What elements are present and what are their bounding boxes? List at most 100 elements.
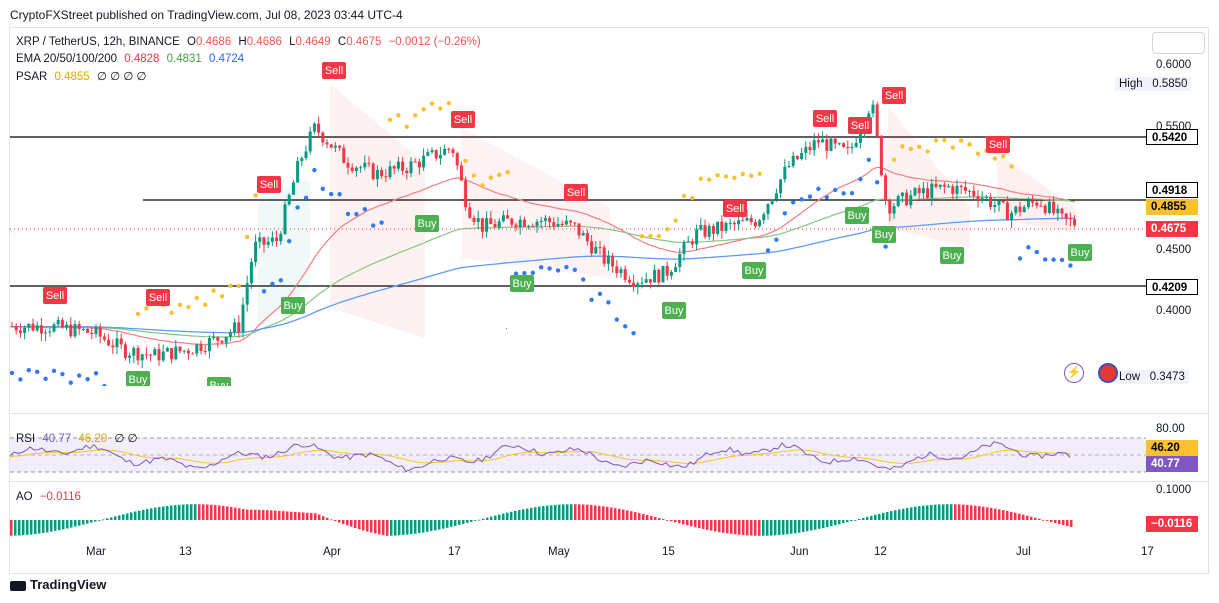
psar-dot — [614, 317, 619, 322]
psar-dot — [824, 195, 829, 200]
ao-bar — [730, 520, 733, 534]
candle-body — [35, 325, 39, 331]
candle-body — [237, 322, 241, 333]
candle-body — [1022, 207, 1026, 213]
candle-body — [611, 255, 615, 267]
psar-dot — [68, 380, 73, 385]
tradingview-logo-icon — [10, 580, 26, 591]
candle-body — [825, 139, 829, 151]
candle-body — [1014, 206, 1018, 213]
ao-bar — [522, 509, 525, 520]
ao-bar — [870, 515, 873, 520]
candle-body — [186, 350, 190, 354]
candle-body — [665, 265, 669, 276]
ao-bar — [14, 520, 17, 536]
candle-body — [216, 336, 220, 341]
ao-bar — [258, 509, 261, 520]
psar-dot — [782, 211, 787, 216]
sell-signal-label-bg — [723, 200, 747, 217]
psar-dot — [1001, 153, 1006, 159]
ao-bar — [66, 520, 69, 529]
ao-bar — [462, 520, 465, 524]
ao-bar — [606, 506, 609, 520]
candle-body — [98, 326, 102, 337]
chart-frame[interactable] — [9, 27, 1209, 574]
candle-body — [623, 269, 627, 280]
time-tick-13: 13 — [179, 546, 192, 558]
legend-high-label: H — [238, 36, 247, 48]
ao-bar — [534, 507, 537, 520]
ao-bar — [146, 509, 149, 520]
ao-bar — [770, 520, 773, 536]
ao-bar — [358, 520, 361, 530]
ao-bar — [966, 504, 969, 520]
lightning-icon[interactable]: ⚡ — [1064, 363, 1084, 383]
sell-signal-label-bg — [43, 287, 67, 304]
candle-body — [947, 186, 951, 188]
buy-signal-label: Buy — [875, 229, 894, 241]
tradingview-brand[interactable]: TradingView — [10, 577, 106, 592]
ao-bar — [26, 520, 29, 535]
sell-signal-label-bg — [848, 117, 872, 134]
rsi-pane[interactable] — [10, 430, 1146, 478]
ao-bar — [242, 508, 245, 520]
ao-bar — [430, 520, 433, 532]
candle-body — [871, 104, 875, 114]
ao-bar — [62, 520, 65, 530]
candle-body — [800, 152, 804, 160]
pane-separator[interactable] — [10, 413, 1208, 414]
time-tick-apr: Apr — [323, 546, 341, 558]
rsi-legend: RSI 40.77 46.20 ∅ ∅ — [16, 431, 142, 445]
ao-bar — [774, 520, 777, 536]
ao-bar — [286, 511, 289, 520]
candle-body — [590, 241, 594, 254]
ao-bar — [862, 517, 865, 520]
candle-body — [989, 197, 993, 207]
candle-body — [224, 336, 228, 343]
candle-body — [1039, 205, 1043, 207]
ao-bar — [270, 510, 273, 520]
candle-body — [405, 170, 409, 174]
candle-body — [535, 221, 539, 227]
ao-bar — [506, 512, 509, 520]
psar-dot — [623, 324, 628, 329]
psar-dot — [698, 176, 703, 181]
ao-pane[interactable] — [10, 484, 1146, 540]
ao-bar — [478, 519, 481, 521]
ao-bar — [446, 520, 449, 528]
ao-bar — [494, 515, 497, 520]
ao-bar — [374, 520, 377, 534]
candle-body — [564, 220, 568, 225]
psar-dot — [631, 330, 636, 336]
candle-body — [396, 161, 400, 169]
ao-bar — [630, 511, 633, 520]
candle-body — [480, 218, 484, 232]
chart-settings-box[interactable] — [1152, 32, 1205, 54]
candle-body — [77, 324, 81, 330]
psar-dot — [505, 169, 510, 175]
candle-body — [875, 104, 879, 136]
candle-body — [884, 175, 888, 201]
ao-bar — [746, 520, 749, 536]
sell-signal-label: Sell — [726, 203, 744, 215]
legend-psar-line: PSAR 0.4855 ∅ ∅ ∅ ∅ — [16, 69, 151, 83]
candle-body — [552, 222, 556, 227]
psar-dot — [530, 270, 535, 276]
price-pane[interactable]: Sell Sell Sell Sell Sell Sell Sell Sell Sell Sell… — [10, 28, 1146, 386]
psar-dot — [749, 173, 754, 178]
ao-bar — [306, 512, 309, 520]
low-marker: Low 0.3473 — [1115, 370, 1189, 384]
ao-bar — [1034, 517, 1037, 520]
flag-icon[interactable] — [1098, 363, 1118, 383]
candle-body — [266, 241, 270, 245]
ao-bar — [538, 506, 541, 520]
pane-separator[interactable] — [10, 481, 1208, 482]
ao-bar — [434, 520, 437, 531]
candle-body — [968, 190, 972, 192]
psar-dot — [345, 211, 351, 217]
candle-body — [300, 158, 304, 162]
candle-body — [27, 323, 31, 328]
ao-bar — [934, 504, 937, 520]
candle-body — [333, 145, 337, 148]
candle-body — [443, 148, 447, 155]
